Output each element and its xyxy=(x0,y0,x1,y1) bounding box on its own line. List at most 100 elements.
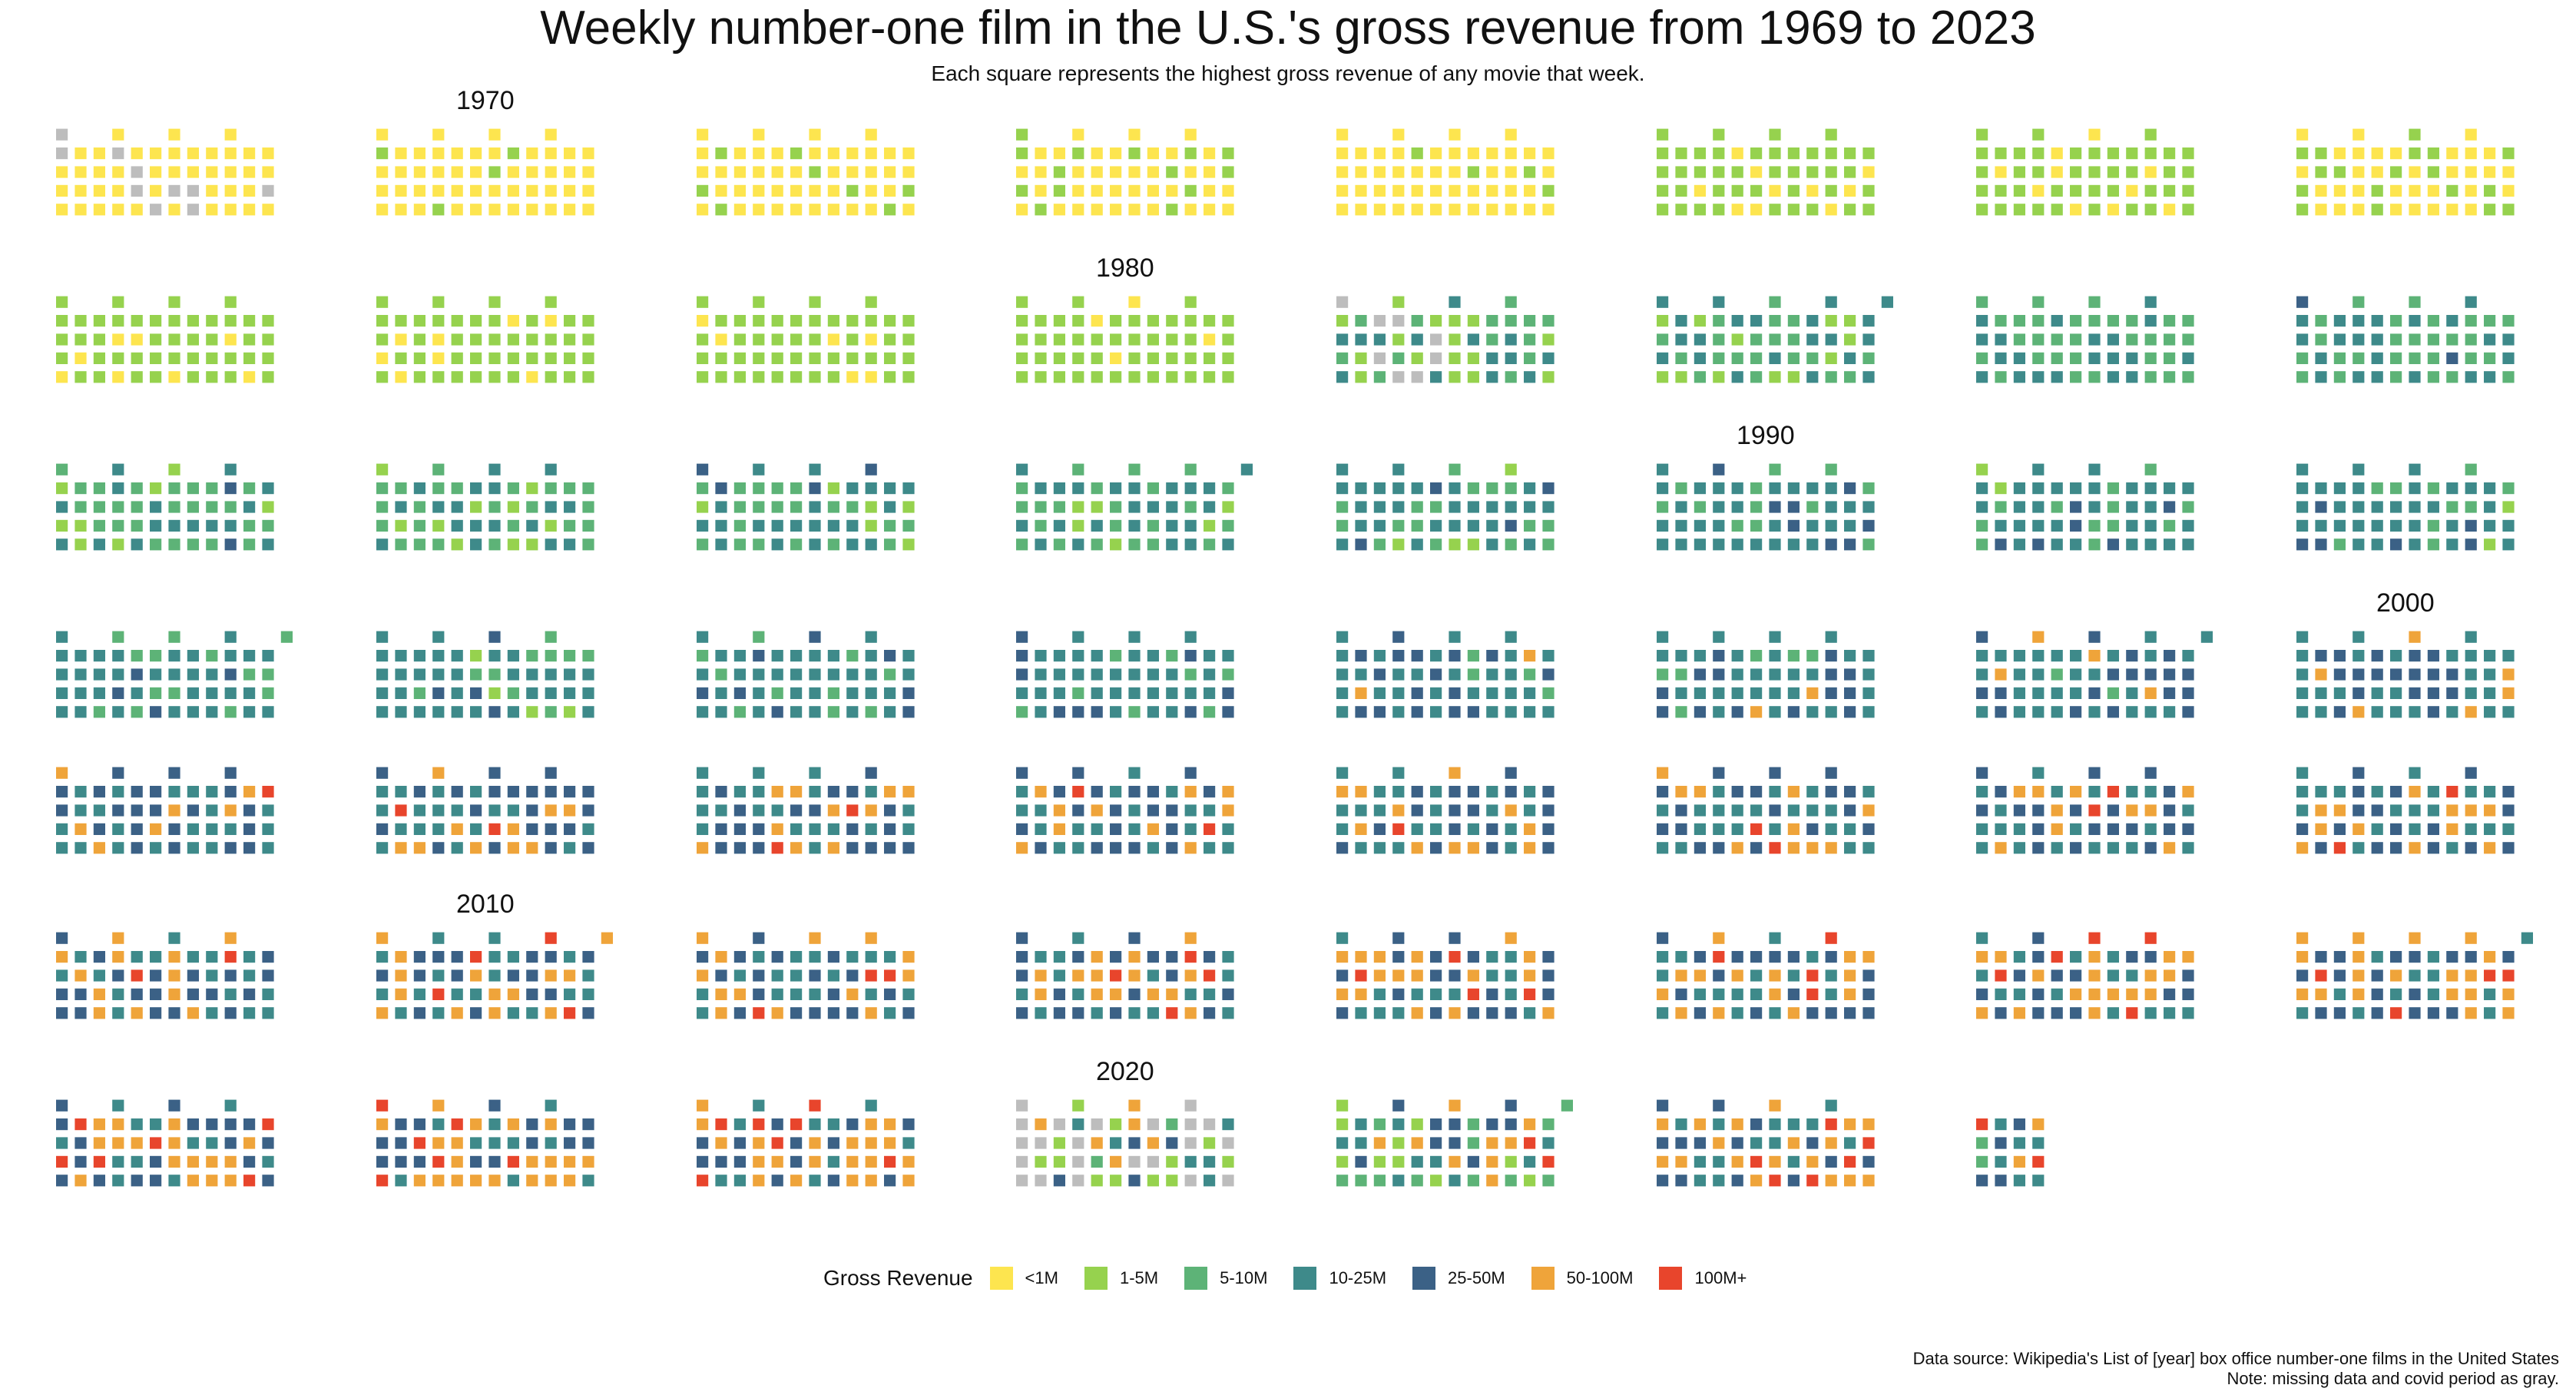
week-square xyxy=(432,296,445,308)
week-square xyxy=(1713,371,1725,383)
week-square xyxy=(1542,687,1555,699)
week-square xyxy=(1373,988,1386,1000)
week-square xyxy=(2182,668,2194,681)
week-square xyxy=(1128,988,1141,1000)
week-square xyxy=(715,786,727,798)
week-square xyxy=(1825,988,1837,1000)
week-square xyxy=(2371,519,2383,532)
week-square xyxy=(56,1137,68,1149)
week-square xyxy=(507,166,519,178)
week-square xyxy=(262,371,274,383)
week-square xyxy=(1731,842,1743,854)
week-square xyxy=(545,501,557,513)
week-square xyxy=(470,668,482,681)
week-square xyxy=(2390,804,2402,817)
week-square xyxy=(2446,147,2458,160)
week-square xyxy=(2465,482,2477,495)
week-square xyxy=(1147,687,1159,699)
week-square xyxy=(1392,296,1405,308)
week-square xyxy=(1411,1118,1423,1131)
week-square xyxy=(2032,519,2045,532)
week-square xyxy=(395,1175,407,1187)
week-square xyxy=(93,371,105,383)
week-square xyxy=(2446,315,2458,327)
week-square xyxy=(1769,1137,1781,1149)
week-square xyxy=(56,538,68,551)
week-square xyxy=(2144,951,2157,963)
week-square xyxy=(1675,823,1687,835)
week-square xyxy=(1750,538,1763,551)
week-square xyxy=(790,333,803,346)
week-square xyxy=(715,184,727,197)
week-square xyxy=(1787,650,1800,662)
week-square xyxy=(488,932,501,944)
week-square xyxy=(1657,932,1669,944)
week-square xyxy=(1373,315,1386,327)
week-square xyxy=(56,706,68,718)
week-square xyxy=(846,1155,859,1168)
week-square xyxy=(2390,969,2402,982)
week-square xyxy=(1542,333,1555,346)
week-square xyxy=(1505,482,1517,495)
week-square xyxy=(168,204,180,216)
week-square xyxy=(809,823,821,835)
week-square xyxy=(1110,204,1122,216)
week-square xyxy=(2182,501,2194,513)
week-square xyxy=(564,501,576,513)
week-square xyxy=(1110,823,1122,835)
week-square xyxy=(846,1007,859,1019)
week-square xyxy=(697,204,709,216)
week-square xyxy=(753,519,765,532)
week-square xyxy=(432,184,445,197)
week-square xyxy=(545,786,557,798)
week-square xyxy=(526,166,538,178)
week-square xyxy=(1110,650,1122,662)
week-square xyxy=(790,1007,803,1019)
week-square xyxy=(1222,804,1234,817)
week-square xyxy=(1336,519,1349,532)
week-square xyxy=(2032,463,2045,475)
week-square xyxy=(1072,333,1084,346)
week-square xyxy=(526,842,538,854)
week-square xyxy=(1750,315,1763,327)
week-square xyxy=(376,951,389,963)
week-square xyxy=(1355,1118,1367,1131)
week-square xyxy=(488,969,501,982)
week-square xyxy=(1222,668,1234,681)
week-square xyxy=(451,204,463,216)
week-square xyxy=(790,786,803,798)
week-square xyxy=(526,371,538,383)
week-square xyxy=(1657,204,1669,216)
week-square xyxy=(1806,804,1819,817)
week-square xyxy=(2070,951,2082,963)
week-square xyxy=(1336,501,1349,513)
week-square xyxy=(790,804,803,817)
week-square xyxy=(1355,519,1367,532)
week-square xyxy=(1449,969,1461,982)
week-square xyxy=(2390,184,2402,197)
week-square xyxy=(1505,501,1517,513)
week-square xyxy=(2182,166,2194,178)
week-square xyxy=(1336,128,1349,141)
week-square xyxy=(1844,786,1856,798)
week-square xyxy=(1128,463,1141,475)
week-square xyxy=(2107,184,2119,197)
week-square xyxy=(112,519,124,532)
week-square xyxy=(2502,842,2515,854)
week-square xyxy=(150,519,162,532)
week-square xyxy=(2126,804,2138,817)
week-square xyxy=(56,1155,68,1168)
week-square xyxy=(582,842,594,854)
week-square xyxy=(507,519,519,532)
week-square xyxy=(2353,501,2365,513)
week-square xyxy=(2409,296,2421,308)
week-square xyxy=(1053,1118,1065,1131)
week-square xyxy=(488,631,501,643)
week-square xyxy=(1505,296,1517,308)
week-square xyxy=(1204,204,1216,216)
week-square xyxy=(1844,501,1856,513)
week-square xyxy=(1486,1118,1498,1131)
week-square xyxy=(2032,1175,2045,1187)
week-square xyxy=(2013,988,2025,1000)
week-square xyxy=(1505,767,1517,779)
